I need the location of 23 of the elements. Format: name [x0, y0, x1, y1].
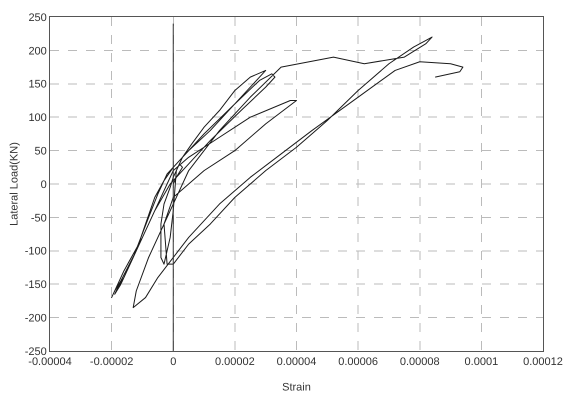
x-tick-label: 0	[170, 356, 176, 368]
x-tick-label: 0.0001	[464, 356, 498, 368]
y-axis-title: Lateral Load(KN)	[8, 142, 20, 226]
y-tick-label: -100	[24, 246, 47, 258]
y-tick-label: -150	[24, 279, 47, 292]
x-axis-title: Strain	[282, 381, 311, 394]
x-tick-label: -0.00002	[90, 356, 134, 368]
x-tick-label: 0.00012	[523, 356, 563, 368]
x-tick-label: 0.00002	[214, 356, 255, 368]
y-tick-label: 150	[28, 78, 47, 91]
y-tick-label: 100	[28, 112, 47, 124]
y-tick-label: 250	[28, 12, 47, 24]
x-tick-label: 0.00008	[400, 356, 440, 368]
y-tick-label: 0	[40, 178, 47, 191]
x-tick-label: 0.00006	[338, 356, 378, 368]
x-tick-label: 0.00004	[276, 356, 316, 368]
y-tick-label: -200	[24, 312, 47, 324]
y-tick-label: 200	[28, 45, 47, 58]
y-tick-label: -50	[30, 212, 47, 224]
y-tick-label: -250	[24, 346, 47, 358]
line-series	[111, 36, 464, 308]
x-tick-label: -0.00004	[28, 356, 72, 368]
y-tick-label: 50	[34, 145, 47, 158]
